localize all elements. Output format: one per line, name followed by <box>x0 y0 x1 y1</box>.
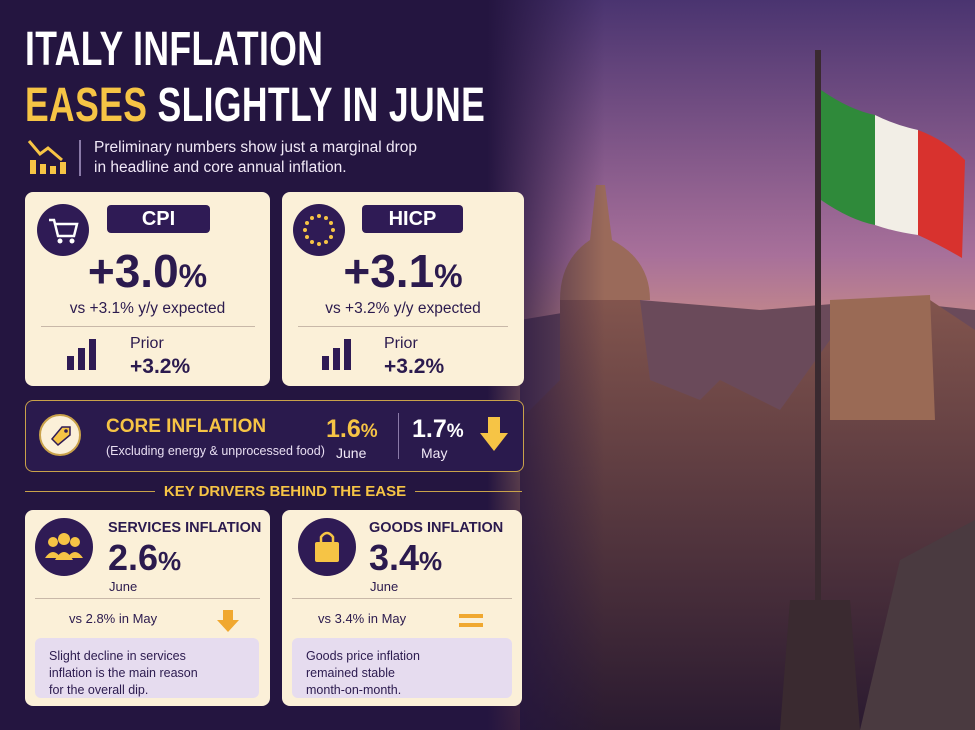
note-line: for the overall dip. <box>49 683 149 697</box>
driver-value: 3.4% <box>369 537 442 579</box>
core-current: 1.6% <box>326 415 378 444</box>
driver-title: SERVICES INFLATION <box>108 520 262 536</box>
hicp-value: +3.1% <box>282 244 524 298</box>
core-previous: 1.7% <box>412 415 464 444</box>
bars-icon <box>67 339 96 370</box>
subtitle-line: in headline and core annual inflation. <box>94 159 347 176</box>
rule <box>415 491 522 492</box>
unit: % <box>446 421 464 442</box>
driver-period: June <box>109 579 138 594</box>
title-rest: SLIGHTLY IN JUNE <box>157 79 486 132</box>
value: 1.7 <box>412 415 447 443</box>
value: 3.4 <box>369 537 420 578</box>
hicp-card: HICP +3.1% vs +3.2% y/y expected Prior +… <box>282 192 524 386</box>
drivers-title: KEY DRIVERS BEHIND THE EASE <box>163 483 407 500</box>
core-note: (Excluding energy & unprocessed food) <box>106 444 325 458</box>
value: +3.1 <box>343 245 435 297</box>
prior-value: +3.2% <box>130 355 191 378</box>
down-arrow <box>480 417 508 451</box>
bars-icon <box>322 339 351 370</box>
prior-label: Prior <box>384 335 418 352</box>
note-line: remained stable <box>306 666 395 680</box>
equal-sign <box>459 614 483 627</box>
note-line: Slight decline in services <box>49 649 186 663</box>
bag-icon <box>298 518 356 576</box>
divider <box>398 413 399 459</box>
driver-title: GOODS INFLATION <box>369 520 504 536</box>
driver-note: Goods price inflation remained stable mo… <box>292 638 512 698</box>
unit: % <box>178 258 208 294</box>
unit: % <box>158 546 182 576</box>
note-line: inflation is the main reason <box>49 666 198 680</box>
cart-icon <box>37 204 89 256</box>
note-line: month-on-month. <box>306 683 402 697</box>
driver-note: Slight decline in services inflation is … <box>35 638 259 698</box>
cpi-value: +3.0% <box>25 244 270 298</box>
divider <box>79 140 81 176</box>
core-title: CORE INFLATION <box>106 416 267 437</box>
expected: vs +3.2% y/y expected <box>325 300 481 317</box>
driver-comparison: vs 3.4% in May <box>318 611 407 626</box>
rule <box>25 491 155 492</box>
rule <box>41 326 255 327</box>
value: +3.0 <box>87 245 179 297</box>
driver-period: June <box>370 579 399 594</box>
cpi-label: CPI <box>107 205 210 233</box>
title-highlight: EASES <box>25 79 148 132</box>
eu-icon <box>293 204 345 256</box>
rule <box>35 598 260 599</box>
hicp-label: HICP <box>362 205 463 233</box>
core-card: CORE INFLATION (Excluding energy & unpro… <box>25 400 524 472</box>
down-arrow <box>217 610 239 632</box>
tag-icon <box>39 414 81 456</box>
expected: vs +3.1% y/y expected <box>69 300 226 317</box>
title-line: EASES SLIGHTLY IN JUNE <box>25 78 485 133</box>
value: 2.6 <box>108 537 159 578</box>
prior-label: Prior <box>130 335 164 352</box>
unit: % <box>434 258 463 294</box>
subtitle: Preliminary numbers show just a marginal… <box>94 138 417 178</box>
driver-value: 2.6% <box>108 537 181 579</box>
rule <box>292 598 512 599</box>
chart-icon <box>27 140 66 174</box>
driver-comparison: vs 2.8% in May <box>69 611 158 626</box>
subtitle-line: Preliminary numbers show just a marginal… <box>94 139 418 156</box>
core-previous-period: May <box>421 445 448 461</box>
people-icon <box>35 518 93 576</box>
title-line: ITALY INFLATION <box>25 23 324 76</box>
rule <box>298 326 508 327</box>
unit: % <box>360 421 378 442</box>
unit: % <box>419 546 443 576</box>
goods-card: GOODS INFLATION 3.4% June vs 3.4% in May… <box>282 510 522 706</box>
note-line: Goods price inflation <box>306 649 420 663</box>
cpi-card: CPI +3.0% vs +3.1% y/y expected Prior +3… <box>25 192 270 386</box>
core-current-period: June <box>336 445 367 461</box>
services-card: SERVICES INFLATION 2.6% June vs 2.8% in … <box>25 510 270 706</box>
prior-value: +3.2% <box>384 355 445 378</box>
value: 1.6 <box>326 415 361 443</box>
